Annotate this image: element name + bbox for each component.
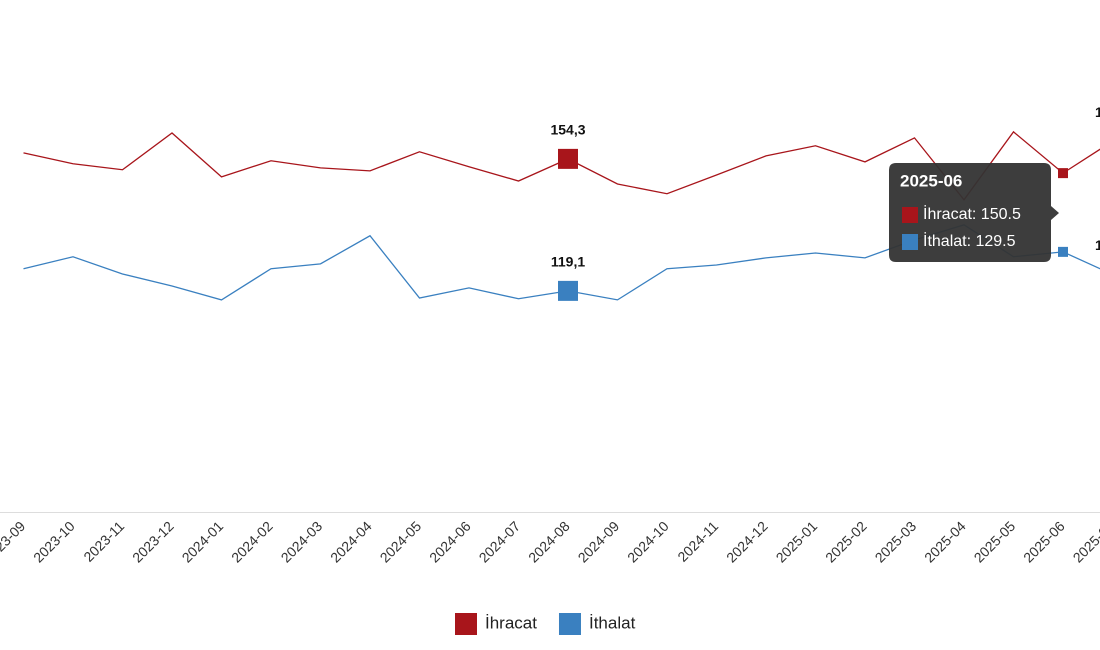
tooltip-swatch xyxy=(902,234,918,250)
x-tick-label: 2023-11 xyxy=(80,518,127,565)
x-tick-label: 2024-03 xyxy=(278,518,326,566)
legend: İhracat İthalat xyxy=(455,613,636,635)
legend-label: İhracat xyxy=(485,613,537,632)
x-tick-label: 2025-01 xyxy=(773,518,821,566)
value-label: 159,0 xyxy=(1095,104,1100,120)
hover-marker xyxy=(1058,246,1068,257)
hover-marker xyxy=(1058,168,1068,179)
point-marker xyxy=(558,148,578,169)
x-tick-label: 2024-10 xyxy=(624,518,672,566)
x-tick-label: 2024-12 xyxy=(723,518,771,566)
x-tick-label: 2025-03 xyxy=(872,518,920,566)
x-tick-label: 2025-05 xyxy=(971,518,1019,566)
tooltip-line: İhracat: 150.5 xyxy=(923,204,1021,223)
x-tick-label: 2024-09 xyxy=(575,518,623,566)
x-tick-label: 2025-07 xyxy=(1070,518,1100,566)
x-tick-label: 2024-11 xyxy=(674,518,721,565)
value-label: 123,5 xyxy=(1095,237,1100,253)
tooltip-box xyxy=(889,163,1059,262)
value-label: 119,1 xyxy=(551,254,585,270)
tooltip-line: İthalat: 129.5 xyxy=(923,231,1016,250)
legend-swatch xyxy=(558,613,581,635)
x-tick-label: 2024-04 xyxy=(327,518,375,566)
point-marker xyxy=(558,280,578,301)
x-tick-label: 2024-08 xyxy=(525,518,573,566)
x-tick-label: 2024-01 xyxy=(179,518,227,566)
x-tick-label: 2024-06 xyxy=(426,518,474,566)
value-label: 154,3 xyxy=(550,122,585,138)
x-tick-label: 2023-09 xyxy=(0,518,28,566)
legend-swatch xyxy=(455,613,477,635)
x-tick-label: 2023-10 xyxy=(30,518,78,566)
tooltip-title: 2025-06 xyxy=(900,171,962,190)
x-tick-label: 2025-04 xyxy=(921,518,969,566)
x-tick-label: 2024-02 xyxy=(228,518,276,566)
tooltip: 2025-06 İhracat: 150.5 İthalat: 129.5 xyxy=(889,163,1059,262)
tooltip-swatch xyxy=(902,207,918,223)
legend-label: İthalat xyxy=(589,613,636,632)
x-tick-label: 2025-02 xyxy=(822,518,870,566)
x-tick-label: 2024-05 xyxy=(377,518,425,566)
x-tick-label: 2023-12 xyxy=(129,518,177,566)
x-tick-label: 2024-07 xyxy=(476,518,524,566)
x-tick-label: 2025-06 xyxy=(1020,518,1068,566)
